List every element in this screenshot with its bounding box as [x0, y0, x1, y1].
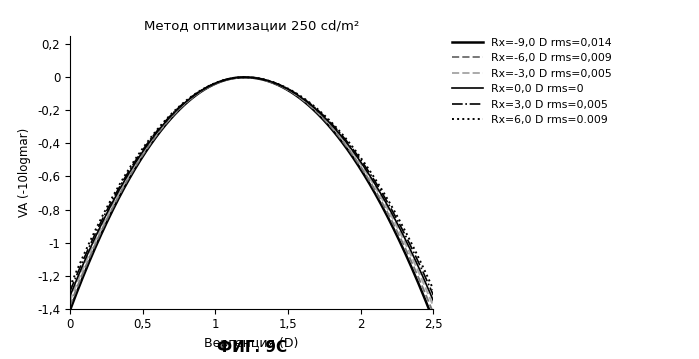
Line: Rx=-3,0 D rms=0,005: Rx=-3,0 D rms=0,005	[70, 77, 433, 306]
Rx=-9,0 D rms=0,014	[130, 168, 138, 172]
Rx=-6,0 D rms=0,009	[429, 311, 438, 316]
Line: Rx=6,0 D rms=0.009: Rx=6,0 D rms=0.009	[70, 77, 433, 290]
Rx=-9,0 D rms=0,014	[159, 125, 168, 130]
Rx=-9,0 D rms=0,014	[280, 86, 289, 90]
Rx=-3,0 D rms=0,005	[230, 76, 238, 80]
Rx=3,0 D rms=0,005	[340, 136, 348, 140]
Rx=6,0 D rms=0.009	[340, 134, 348, 139]
Rx=-9,0 D rms=0,014	[309, 107, 317, 112]
Rx=0,0 D rms=0	[340, 137, 348, 142]
Rx=0,0 D rms=0	[429, 299, 438, 303]
Line: Rx=-6,0 D rms=0,009: Rx=-6,0 D rms=0,009	[70, 77, 433, 313]
Rx=-6,0 D rms=0,009	[309, 106, 317, 111]
Title: Метод оптимизации 250 cd/m²: Метод оптимизации 250 cd/m²	[144, 19, 359, 32]
Text: ФИГ. 9C: ФИГ. 9C	[217, 340, 287, 355]
Rx=-3,0 D rms=0,005	[280, 85, 289, 90]
Rx=0,0 D rms=0	[280, 85, 289, 90]
Rx=-9,0 D rms=0,014	[230, 76, 238, 80]
Rx=3,0 D rms=0,005	[130, 160, 138, 165]
Rx=-6,0 D rms=0,009	[280, 86, 289, 90]
Rx=3,0 D rms=0,005	[429, 293, 438, 297]
Rx=-3,0 D rms=0,005	[309, 106, 317, 110]
Rx=-9,0 D rms=0,014	[429, 318, 438, 322]
Rx=3,0 D rms=0,005	[66, 289, 74, 294]
Rx=-6,0 D rms=0,009	[240, 75, 249, 79]
Rx=0,0 D rms=0	[309, 105, 317, 109]
Rx=6,0 D rms=0.009	[240, 75, 249, 79]
Rx=-9,0 D rms=0,014	[66, 308, 74, 313]
Rx=-3,0 D rms=0,005	[429, 304, 438, 308]
Rx=6,0 D rms=0.009	[130, 159, 138, 163]
Rx=0,0 D rms=0	[130, 162, 138, 167]
Rx=6,0 D rms=0.009	[429, 288, 438, 292]
Rx=6,0 D rms=0.009	[280, 85, 289, 89]
X-axis label: Вергенция (D): Вергенция (D)	[204, 337, 299, 350]
Rx=6,0 D rms=0.009	[66, 285, 74, 289]
Rx=6,0 D rms=0.009	[309, 103, 317, 108]
Rx=6,0 D rms=0.009	[159, 120, 168, 125]
Line: Rx=0,0 D rms=0: Rx=0,0 D rms=0	[70, 77, 433, 301]
Rx=-9,0 D rms=0,014	[240, 75, 249, 79]
Rx=-6,0 D rms=0,009	[130, 166, 138, 171]
Rx=-3,0 D rms=0,005	[240, 75, 249, 79]
Rx=3,0 D rms=0,005	[159, 121, 168, 126]
Rx=0,0 D rms=0	[230, 76, 238, 80]
Rx=-6,0 D rms=0,009	[230, 76, 238, 80]
Legend: Rx=-9,0 D rms=0,014, Rx=-6,0 D rms=0,009, Rx=-3,0 D rms=0,005, Rx=0,0 D rms=0, R: Rx=-9,0 D rms=0,014, Rx=-6,0 D rms=0,009…	[448, 33, 617, 130]
Rx=3,0 D rms=0,005	[309, 104, 317, 108]
Rx=0,0 D rms=0	[66, 294, 74, 298]
Line: Rx=-9,0 D rms=0,014: Rx=-9,0 D rms=0,014	[70, 77, 433, 320]
Rx=-3,0 D rms=0,005	[130, 164, 138, 169]
Rx=3,0 D rms=0,005	[280, 85, 289, 89]
Rx=-6,0 D rms=0,009	[340, 141, 348, 145]
Rx=-3,0 D rms=0,005	[159, 123, 168, 128]
Rx=0,0 D rms=0	[240, 75, 249, 79]
Line: Rx=3,0 D rms=0,005: Rx=3,0 D rms=0,005	[70, 77, 433, 295]
Rx=-3,0 D rms=0,005	[340, 139, 348, 143]
Rx=3,0 D rms=0,005	[230, 76, 238, 80]
Rx=-3,0 D rms=0,005	[66, 299, 74, 303]
Rx=0,0 D rms=0	[159, 122, 168, 127]
Rx=6,0 D rms=0.009	[230, 76, 238, 80]
Rx=-6,0 D rms=0,009	[159, 124, 168, 129]
Rx=-9,0 D rms=0,014	[340, 143, 348, 147]
Y-axis label: VA (-10logmar): VA (-10logmar)	[18, 128, 31, 217]
Rx=3,0 D rms=0,005	[240, 75, 249, 79]
Rx=-6,0 D rms=0,009	[66, 304, 74, 308]
